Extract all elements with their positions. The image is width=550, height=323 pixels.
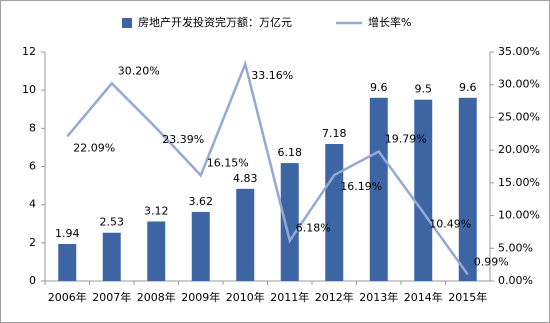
bar <box>280 163 299 281</box>
x-tick-label: 2010年 <box>226 290 265 304</box>
y2-tick-label: 15.00% <box>498 176 540 189</box>
line <box>66 59 469 276</box>
line-value-label: 16.19% <box>340 180 382 193</box>
y2-tick-label: 0.00% <box>498 274 533 287</box>
x-tick-label: 2007年 <box>92 290 131 304</box>
bar-value-label: 1.94 <box>55 227 80 240</box>
line-value-label: 16.15% <box>207 156 249 169</box>
y2-tick-label: 35.00% <box>498 45 540 58</box>
y-tick-label: 12 <box>22 45 36 58</box>
bar <box>147 221 166 281</box>
bar <box>325 143 344 281</box>
bar <box>191 211 210 281</box>
x-tick-label: 2014年 <box>404 290 443 304</box>
bar-value-label: 4.83 <box>233 172 258 185</box>
line-value-label: 10.49% <box>429 217 471 230</box>
y2-tick-label: 5.00% <box>498 241 533 254</box>
legend-label: 房地产开发投资完万额：万亿元 <box>138 15 292 29</box>
line-value-label: 22.09% <box>73 141 115 154</box>
bar-value-label: 9.6 <box>370 81 388 94</box>
x-tick-label: 2012年 <box>315 290 354 304</box>
y-tick-label: 10 <box>22 83 36 96</box>
y2-tick-label: 20.00% <box>498 143 540 156</box>
x-tick-label: 2008年 <box>137 290 176 304</box>
line-value-label: 19.79% <box>385 133 427 146</box>
y-tick-label: 0 <box>29 274 36 287</box>
x-tick-label: 2009年 <box>181 290 220 304</box>
bar-value-label: 9.5 <box>415 83 433 96</box>
bar-value-label: 3.12 <box>144 204 169 217</box>
bar <box>414 99 433 281</box>
x-tick-label: 2015年 <box>448 290 487 304</box>
bar-value-label: 2.53 <box>100 216 125 229</box>
line-value-label: 23.39% <box>162 133 204 146</box>
bar <box>58 243 77 281</box>
line-value-label: 30.20% <box>118 64 160 77</box>
x-tick-label: 2013年 <box>359 290 398 304</box>
y2-tick-label: 30.00% <box>498 78 540 91</box>
bar-value-label: 6.18 <box>278 146 303 159</box>
bar-value-label: 7.18 <box>322 127 347 140</box>
bar <box>236 188 255 281</box>
legend-swatch <box>122 18 132 28</box>
line-value-label: 0.99% <box>474 256 509 269</box>
line-value-label: 6.18% <box>296 222 331 235</box>
bar-value-label: 9.6 <box>459 81 477 94</box>
y-tick-label: 6 <box>29 160 36 173</box>
bar <box>369 97 388 281</box>
y-tick-label: 4 <box>29 198 36 211</box>
bar <box>458 97 477 281</box>
x-tick-label: 2011年 <box>270 290 309 304</box>
y-tick-label: 8 <box>29 121 36 134</box>
legend-label: 增长率% <box>368 15 411 29</box>
bar-value-label: 3.62 <box>189 195 214 208</box>
x-tick-label: 2006年 <box>48 290 87 304</box>
y2-tick-label: 10.00% <box>498 209 540 222</box>
bar <box>102 232 121 281</box>
y-tick-label: 2 <box>29 236 36 249</box>
line-value-label: 33.16% <box>251 69 293 82</box>
y2-tick-label: 25.00% <box>498 110 540 123</box>
